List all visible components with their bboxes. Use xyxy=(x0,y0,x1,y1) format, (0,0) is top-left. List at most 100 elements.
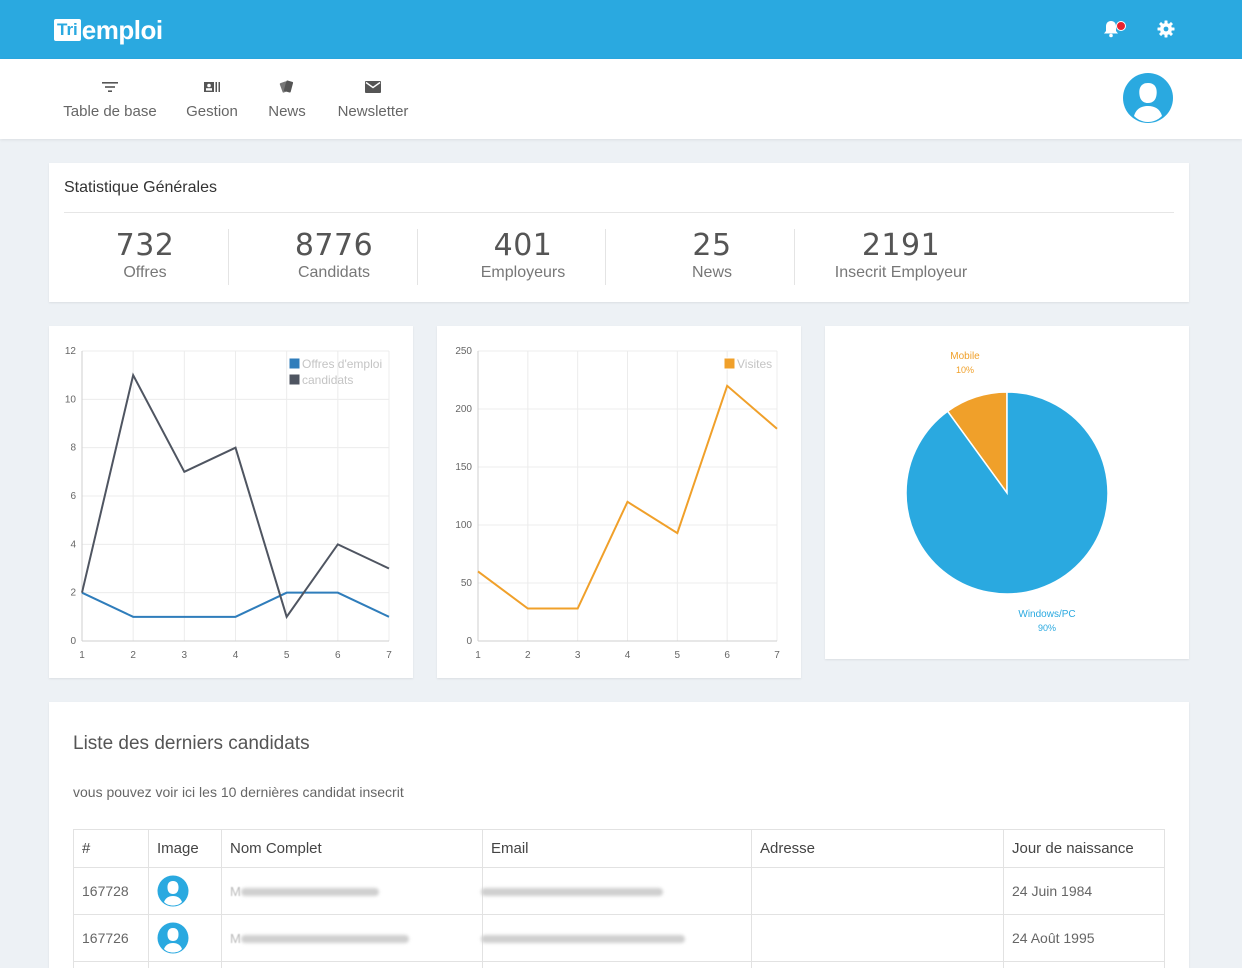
y-tick-label: 250 xyxy=(455,346,472,357)
stat-insecrit-employeur: 2191 Insecrit Employeur xyxy=(807,229,995,287)
x-tick-label: 2 xyxy=(525,650,531,661)
redaction-bar xyxy=(240,888,379,896)
offres-candidats-chart-card: 0 2 4 6 8 10 12 1 2 3 4 5 6 7 Offres d'emploi candidats xyxy=(49,326,413,678)
x-tick-label: 3 xyxy=(575,650,581,661)
bell-icon[interactable] xyxy=(1101,19,1126,39)
cell-id: 167728 xyxy=(73,867,149,915)
cell-birth: 24 Août 1995 xyxy=(1003,914,1165,962)
cell-email xyxy=(481,914,752,962)
slice-percent-label: 90% xyxy=(1038,623,1056,633)
filter-icon xyxy=(102,82,118,92)
stat-label: Offres xyxy=(123,264,167,281)
stat-label: Employeurs xyxy=(480,264,566,281)
column-header: Nom Complet xyxy=(221,829,483,868)
blurred-name: M xyxy=(230,931,241,946)
x-tick-label: 7 xyxy=(386,650,392,661)
legend-label: candidats xyxy=(302,373,353,387)
y-tick-label: 0 xyxy=(466,636,472,647)
redaction-bar xyxy=(481,935,685,943)
divider xyxy=(794,229,795,285)
table-row[interactable]: 167726 M 24 Août 1995 xyxy=(73,914,1165,962)
user-avatar[interactable] xyxy=(1122,72,1174,124)
x-tick-label: 1 xyxy=(79,650,85,661)
y-tick-label: 6 xyxy=(70,491,76,502)
nav-item-table-de-base[interactable]: Table de base xyxy=(60,59,160,139)
x-tick-label: 4 xyxy=(233,650,239,661)
cell-image xyxy=(148,961,222,968)
stat-label: Candidats xyxy=(297,264,371,281)
stat-employeurs: 401 Employeurs xyxy=(429,229,617,287)
y-tick-label: 200 xyxy=(455,404,472,415)
nav-bar: Table de base Gestion News Newsletter xyxy=(0,59,1242,139)
legend-swatch xyxy=(288,373,301,386)
stat-value: 401 xyxy=(493,228,553,263)
x-tick-label: 5 xyxy=(284,650,290,661)
divider xyxy=(64,212,1174,213)
cell-id: 167726 xyxy=(73,914,149,962)
y-tick-label: 2 xyxy=(70,588,76,599)
cell-address xyxy=(751,914,1004,962)
y-tick-label: 12 xyxy=(65,346,77,357)
stat-news: 25 News xyxy=(618,229,806,287)
y-tick-label: 4 xyxy=(70,539,76,550)
device-pie-chart-card: Mobile 10% Windows/PC 90% xyxy=(825,326,1189,659)
logo[interactable]: Tri emploi xyxy=(54,14,163,46)
nav-label: Table de base xyxy=(63,103,157,120)
cell-id xyxy=(73,961,149,968)
x-tick-label: 6 xyxy=(724,650,730,661)
slice-label: Windows/PC xyxy=(1018,609,1075,620)
list-subtitle: vous pouvez voir ici les 10 dernières ca… xyxy=(73,784,404,800)
table-row[interactable] xyxy=(73,961,1165,968)
device-pie-chart: Mobile 10% Windows/PC 90% xyxy=(905,351,1109,633)
latest-candidates-card: Liste des derniers candidats vous pouvez… xyxy=(49,702,1189,968)
stat-value: 2191 xyxy=(861,228,941,263)
redaction-bar xyxy=(481,888,663,896)
x-tick-label: 4 xyxy=(625,650,631,661)
table-row[interactable]: 167728 M 24 Juin 1984 xyxy=(73,867,1165,915)
gear-icon[interactable] xyxy=(1156,19,1178,39)
nav-label: Gestion xyxy=(186,103,238,120)
y-tick-label: 50 xyxy=(461,578,473,589)
candidates-table: # Image Nom Complet Email Adresse Jour d… xyxy=(73,829,1165,968)
logo-text: emploi xyxy=(81,15,163,45)
series-line xyxy=(477,384,778,610)
avatar xyxy=(157,922,189,954)
envelope-icon xyxy=(365,81,381,93)
x-tick-label: 1 xyxy=(475,650,481,661)
series-line xyxy=(81,372,390,620)
stat-value: 8776 xyxy=(294,228,374,263)
cards-icon xyxy=(279,80,294,93)
stat-value: 732 xyxy=(115,228,175,263)
table-header-row: # Image Nom Complet Email Adresse Jour d… xyxy=(73,829,1165,868)
nav-label: Newsletter xyxy=(337,103,409,120)
stat-candidats: 8776 Candidats xyxy=(240,229,428,287)
nav-item-gestion[interactable]: Gestion xyxy=(180,59,244,139)
list-title: Liste des derniers candidats xyxy=(73,733,310,754)
cell-name: M xyxy=(221,914,483,962)
cell-birth: 24 Juin 1984 xyxy=(1003,867,1165,915)
legend-swatch xyxy=(723,357,736,370)
y-tick-label: 8 xyxy=(70,443,76,454)
cell-image xyxy=(148,914,222,962)
cell-image xyxy=(148,867,222,915)
x-tick-label: 2 xyxy=(130,650,136,661)
nav-label: News xyxy=(268,103,306,120)
blurred-name: M xyxy=(230,884,241,899)
stats-title: Statistique Générales xyxy=(64,179,217,196)
redaction-bar xyxy=(240,935,409,943)
stat-value: 25 xyxy=(692,228,732,263)
pie-slice xyxy=(905,391,1109,595)
series-line xyxy=(81,591,390,618)
x-tick-label: 5 xyxy=(675,650,681,661)
nav-item-news[interactable]: News xyxy=(262,59,312,139)
divider xyxy=(605,229,606,285)
x-tick-label: 7 xyxy=(774,650,780,661)
avatar xyxy=(157,875,189,907)
id-card-icon xyxy=(204,82,220,92)
stat-label: News xyxy=(691,264,732,281)
legend-label: Offres d'emploi xyxy=(302,357,382,371)
y-tick-label: 10 xyxy=(65,394,77,405)
nav-item-newsletter[interactable]: Newsletter xyxy=(334,59,412,139)
logo-box: Tri xyxy=(54,19,81,41)
